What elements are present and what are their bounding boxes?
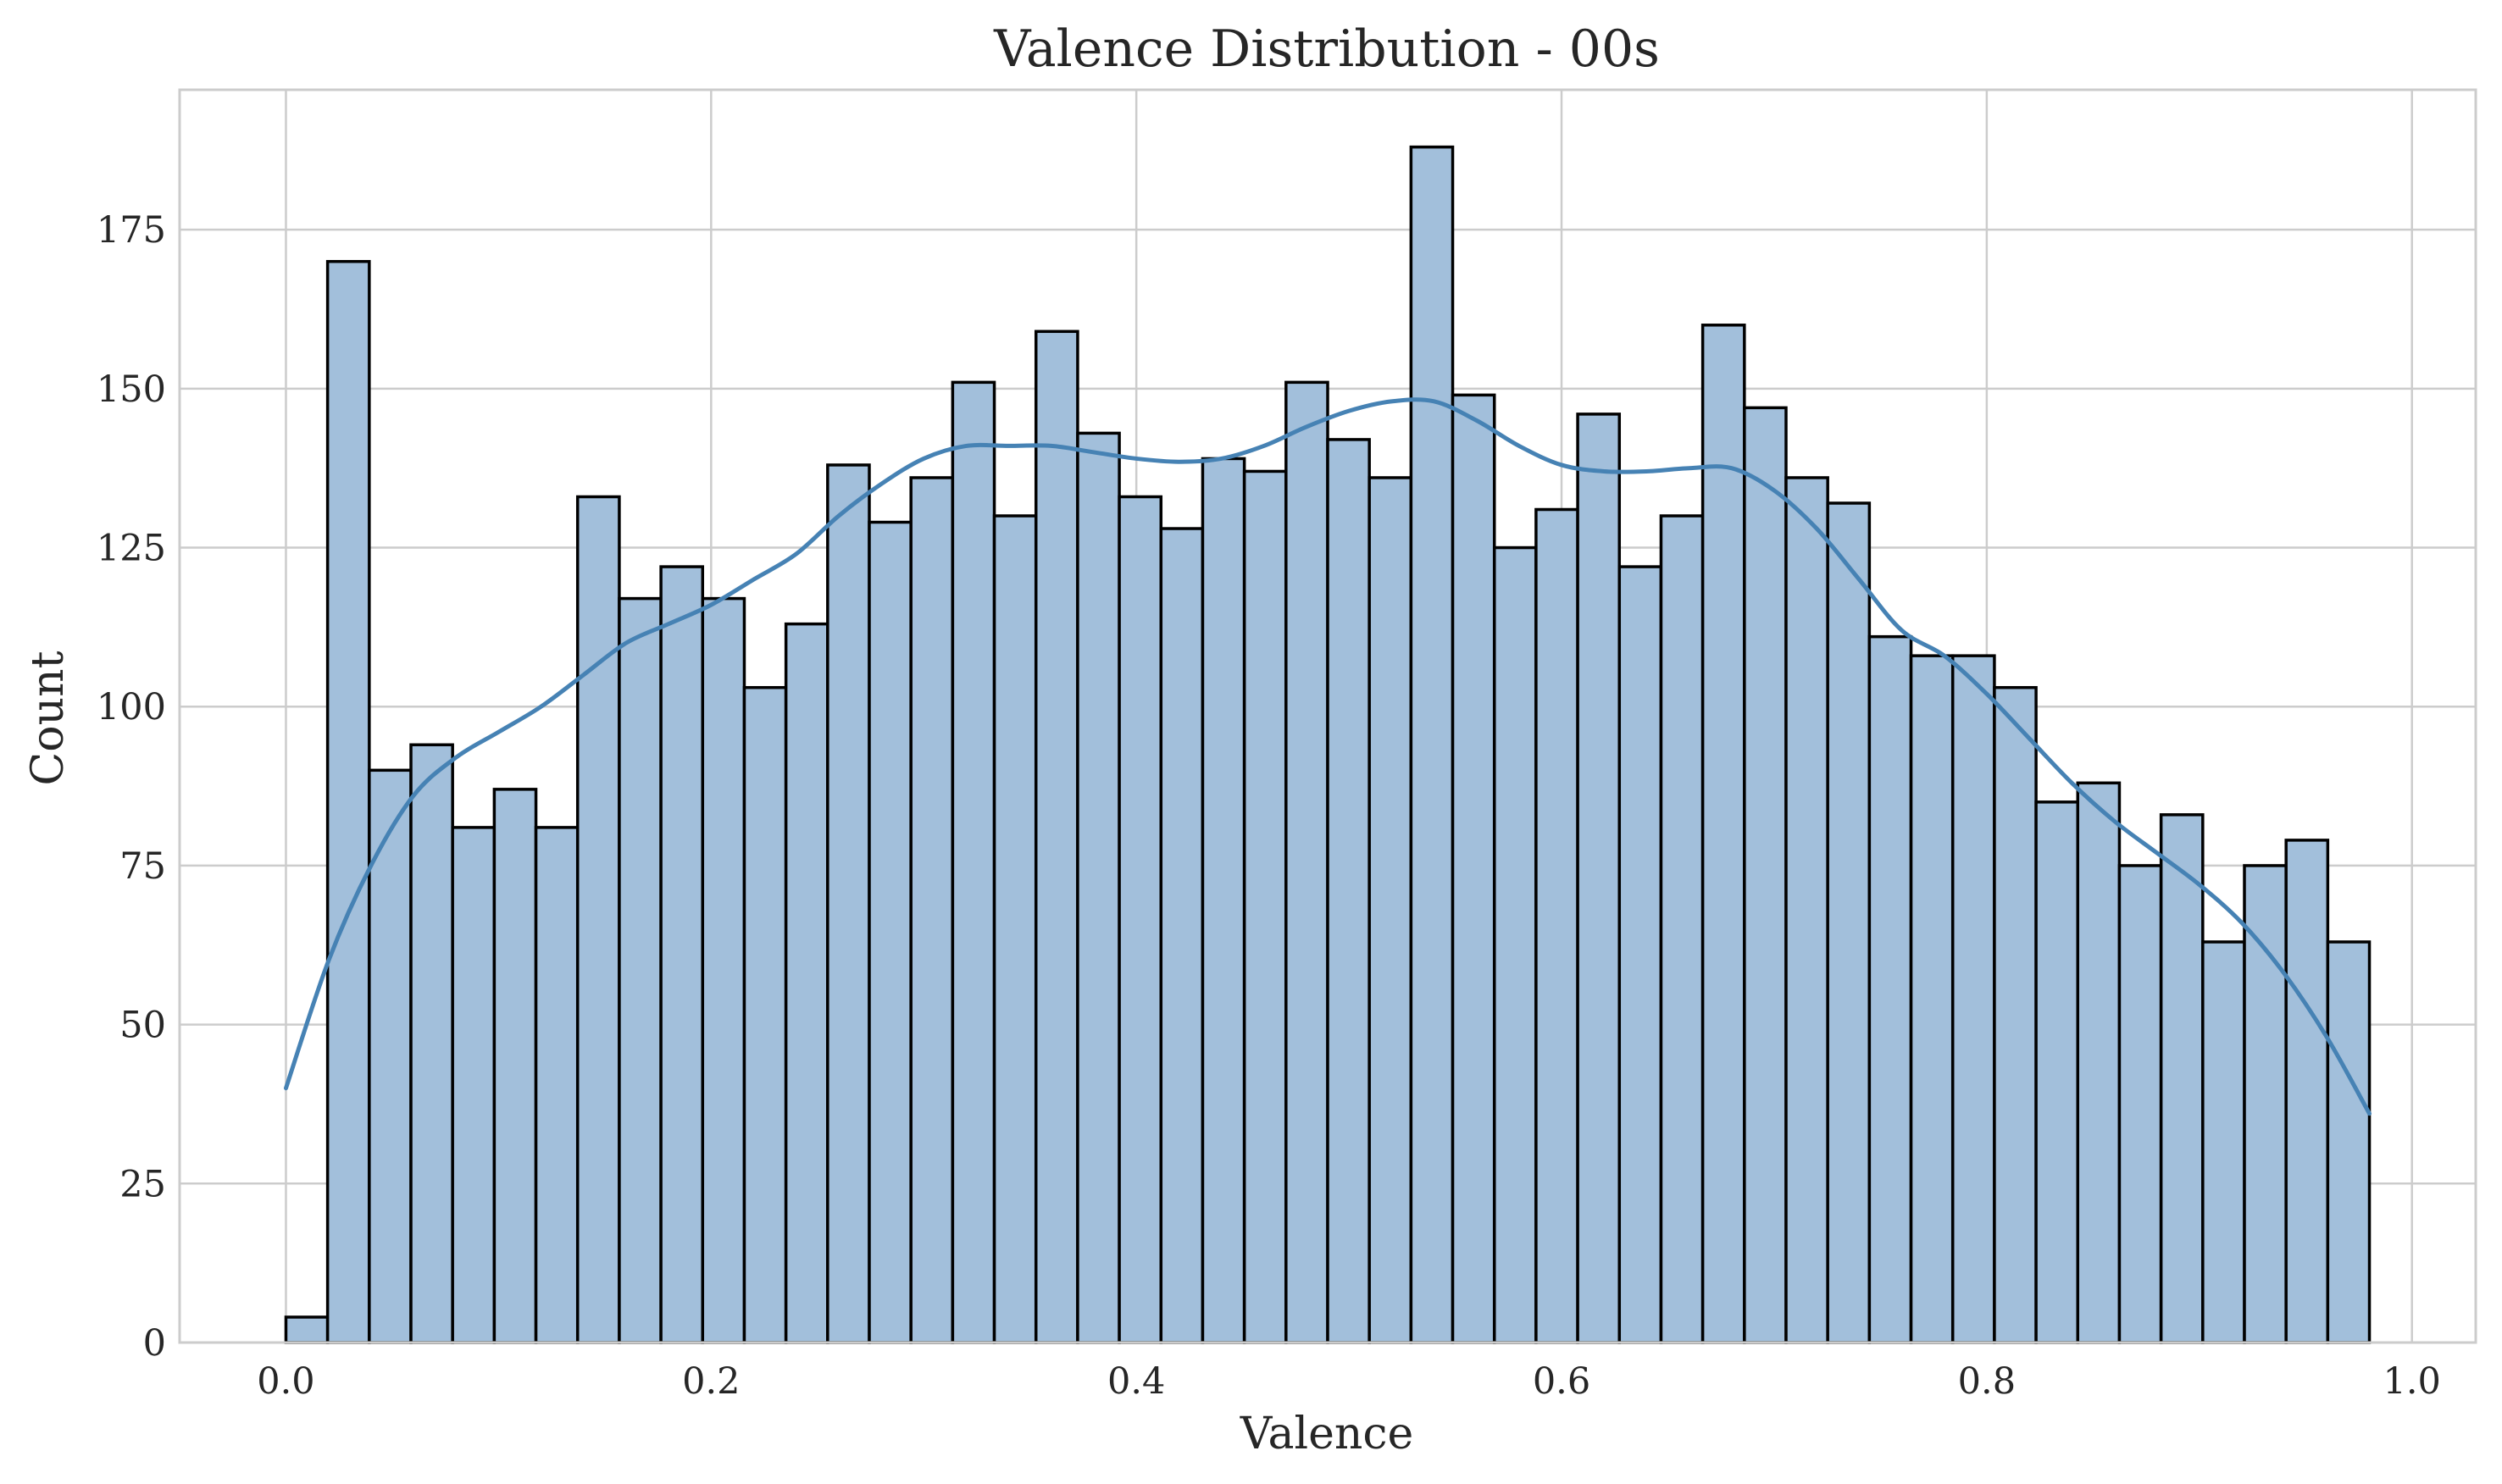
histogram-bar — [618, 596, 663, 1344]
histogram-bar — [1326, 438, 1371, 1344]
histogram-bar — [2326, 940, 2372, 1344]
x-tick-label: 1.0 — [2383, 1360, 2441, 1403]
y-tick-label: 125 — [97, 528, 166, 570]
histogram-bar — [1284, 380, 1329, 1344]
kde-density-line — [283, 397, 2372, 1116]
histogram-bar — [1034, 329, 1079, 1344]
histogram-bar — [325, 259, 371, 1344]
histogram-bar — [1576, 413, 1622, 1344]
y-tick-label: 150 — [97, 368, 166, 411]
histogram-bar — [2201, 940, 2246, 1344]
histogram-bar — [451, 826, 497, 1344]
x-tick-label: 0.8 — [1958, 1360, 2016, 1403]
histogram-bar — [1784, 476, 1829, 1344]
histogram-bar — [1409, 145, 1455, 1344]
x-tick-label: 0.6 — [1533, 1360, 1590, 1403]
histogram-bar — [1242, 469, 1288, 1344]
histogram-bar — [2284, 839, 2330, 1344]
plot-frame — [178, 88, 2477, 1344]
histogram-bar — [1118, 495, 1163, 1344]
histogram-bar — [1743, 406, 1788, 1344]
histogram-bar — [992, 514, 1038, 1344]
x-axis-label: Valence — [1240, 1409, 1414, 1459]
y-tick-label: 175 — [97, 209, 166, 252]
y-tick-label: 100 — [97, 686, 166, 728]
histogram-bar — [1534, 507, 1579, 1344]
histogram-bar — [492, 788, 538, 1344]
histogram-bar — [1700, 324, 1746, 1344]
histogram-bar — [2159, 813, 2205, 1344]
histogram-bar — [1659, 514, 1705, 1344]
histogram-bar — [2117, 864, 2163, 1344]
histogram-bar — [909, 476, 955, 1344]
histogram-bars — [284, 145, 2372, 1344]
histogram-bar — [868, 520, 913, 1344]
histogram-bar — [659, 565, 705, 1344]
histogram-bar — [1201, 457, 1246, 1344]
histogram-bar — [2243, 864, 2288, 1344]
y-tick-label: 0 — [143, 1322, 166, 1365]
histogram-bar — [1950, 654, 1996, 1344]
histogram-bar — [1867, 634, 1913, 1344]
histogram-bar — [826, 463, 871, 1344]
histogram-bar — [1993, 685, 2038, 1344]
histogram-bar — [1617, 565, 1663, 1344]
histogram-bar — [534, 826, 580, 1344]
histogram-bar — [2034, 800, 2080, 1344]
y-axis-label: Count — [23, 651, 74, 785]
histogram-bar — [2076, 781, 2122, 1344]
x-tick-label: 0.0 — [257, 1360, 314, 1403]
histogram-bar — [1909, 654, 1955, 1344]
x-tick-label: 0.2 — [682, 1360, 740, 1403]
histogram-bar — [1492, 545, 1538, 1344]
histogram-bar — [1826, 501, 1872, 1344]
chart-title: Valence Distribution - 00s — [993, 19, 1660, 79]
y-tick-label: 25 — [119, 1163, 166, 1205]
y-axis-ticks: 0 25 50 75 100 125 150 175 — [97, 209, 166, 1365]
histogram-bar — [1076, 431, 1121, 1344]
x-tick-label: 0.4 — [1107, 1360, 1165, 1403]
histogram-bar — [575, 495, 621, 1344]
histogram-bar — [742, 685, 788, 1344]
histogram-bar — [1159, 527, 1205, 1344]
histogram-bar — [1368, 476, 1413, 1344]
histogram-bar — [951, 380, 996, 1344]
histogram-bar — [409, 743, 454, 1344]
y-tick-label: 75 — [119, 845, 166, 888]
y-tick-label: 50 — [119, 1005, 166, 1047]
histogram-bar — [284, 1315, 330, 1344]
histogram-bar — [1451, 393, 1496, 1344]
x-axis-ticks: 0.0 0.2 0.4 0.6 0.8 1.0 — [257, 1360, 2441, 1403]
histogram-bar — [701, 596, 746, 1344]
histogram-bar — [784, 622, 829, 1344]
